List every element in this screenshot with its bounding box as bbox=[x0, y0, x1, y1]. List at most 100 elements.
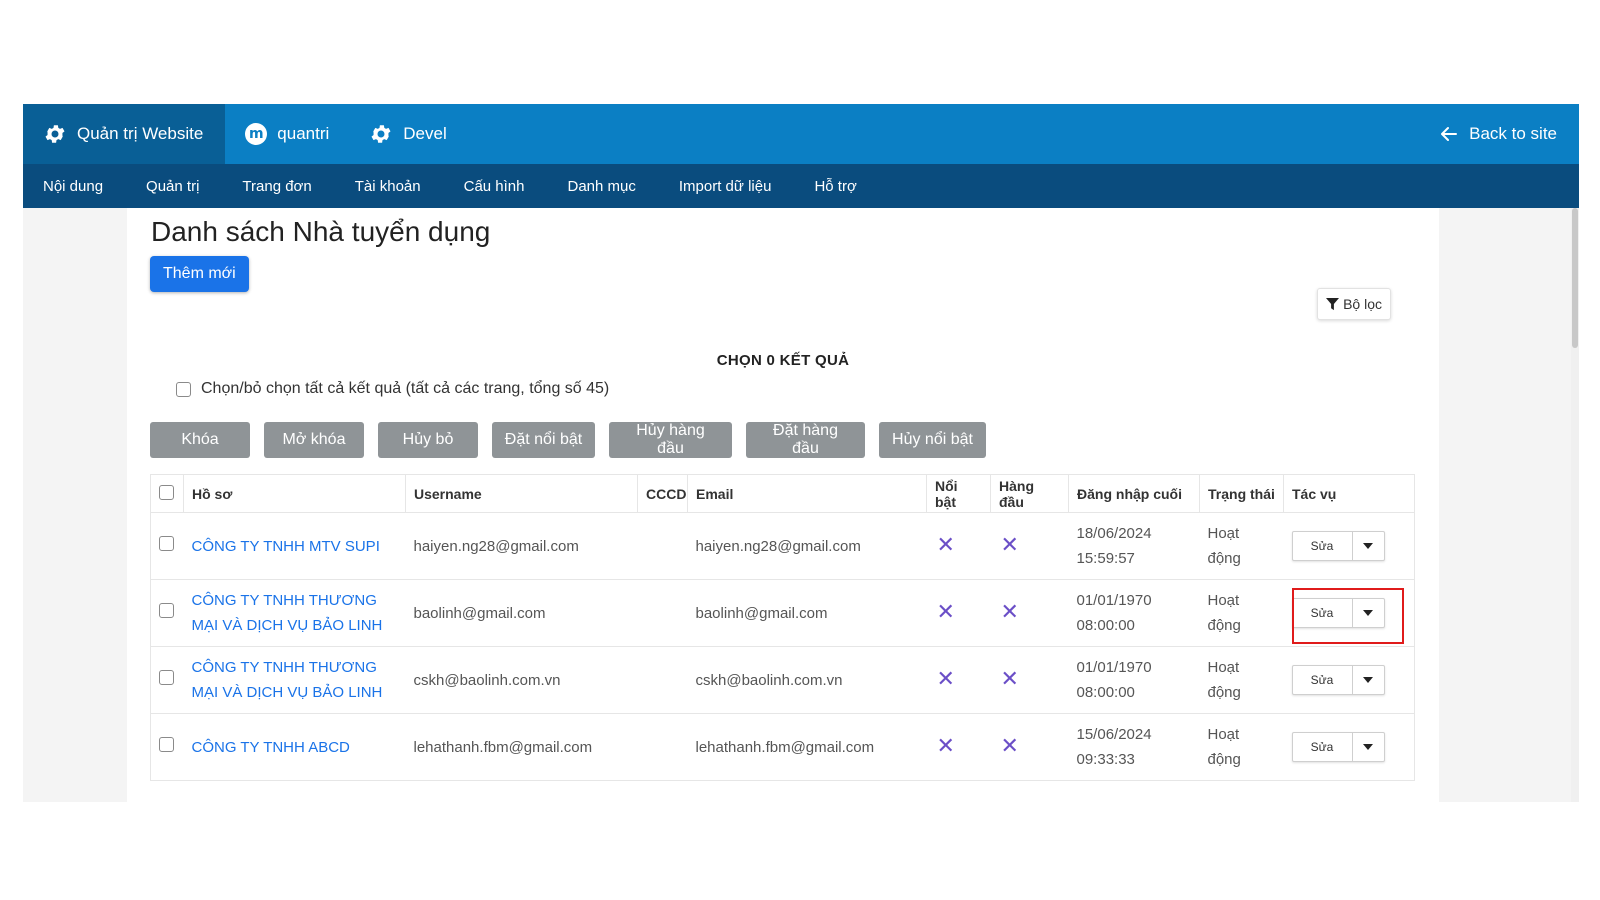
edit-button[interactable]: Sửa bbox=[1293, 733, 1353, 761]
header-checkbox[interactable] bbox=[159, 484, 174, 500]
header-top[interactable]: Hàng đầu bbox=[990, 474, 1069, 513]
gear-icon bbox=[43, 122, 67, 146]
last-login-time: 15:59:57 bbox=[1076, 550, 1135, 567]
nav-import[interactable]: Import dữ liệu bbox=[678, 177, 772, 195]
set-featured-button[interactable]: Đặt nổi bật bbox=[492, 422, 595, 458]
last-login-date: 18/06/2024 bbox=[1076, 525, 1152, 542]
company-cell: CÔNG TY TNHH THƯƠNG MẠI VÀ DỊCH VỤ BẢO L… bbox=[183, 646, 406, 714]
devel-menu[interactable]: Devel bbox=[349, 104, 466, 164]
last-login-date: 01/01/1970 bbox=[1076, 592, 1152, 609]
user-menu[interactable]: m quantri bbox=[225, 104, 349, 164]
row-checkbox-cell bbox=[150, 579, 184, 647]
select-all-checkbox[interactable] bbox=[176, 381, 191, 397]
edit-button[interactable]: Sửa bbox=[1293, 599, 1353, 627]
company-cell: CÔNG TY TNHH THƯƠNG MẠI VÀ DỊCH VỤ BẢO L… bbox=[183, 579, 406, 647]
cccd-cell bbox=[637, 713, 688, 781]
header-username[interactable]: Username bbox=[405, 474, 638, 513]
back-to-site-link[interactable]: Back to site bbox=[1419, 104, 1579, 164]
bulk-actions: Khóa Mở khóa Hủy bỏ Đặt nổi bật Hủy hàng… bbox=[150, 422, 1000, 458]
last-login-cell: 15/06/2024 09:33:33 bbox=[1068, 713, 1200, 781]
x-icon[interactable]: ✕ bbox=[1000, 599, 1019, 625]
nav-categories[interactable]: Danh mục bbox=[567, 177, 636, 195]
edit-split-button: Sửa bbox=[1291, 598, 1385, 628]
row-checkbox-cell bbox=[150, 646, 184, 714]
last-login-time: 08:00:00 bbox=[1076, 684, 1135, 701]
sub-navigation: Nội dung Quản trị Trang đơn Tài khoản Cấ… bbox=[23, 164, 1579, 208]
nav-accounts[interactable]: Tài khoản bbox=[354, 177, 421, 195]
header-profile[interactable]: Hồ sơ bbox=[183, 474, 406, 513]
last-login-time: 08:00:00 bbox=[1076, 617, 1135, 634]
email-cell: baolinh@gmail.com bbox=[687, 579, 927, 647]
page-title: Danh sách Nhà tuyển dụng bbox=[151, 216, 491, 247]
main-content: Danh sách Nhà tuyển dụng Thêm mới Bộ lọc… bbox=[127, 208, 1439, 802]
edit-button[interactable]: Sửa bbox=[1293, 532, 1353, 560]
x-icon[interactable]: ✕ bbox=[1000, 733, 1019, 759]
edit-button[interactable]: Sửa bbox=[1293, 666, 1353, 694]
row-checkbox[interactable] bbox=[159, 535, 174, 551]
featured-cell: ✕ bbox=[926, 512, 991, 580]
row-checkbox[interactable] bbox=[159, 736, 174, 752]
devel-label: Devel bbox=[403, 124, 447, 143]
cccd-cell bbox=[637, 646, 688, 714]
company-link[interactable]: CÔNG TY TNHH THƯƠNG MẠI VÀ DỊCH VỤ BẢO L… bbox=[191, 659, 383, 701]
top-bar: Quản trị Website m quantri Devel Back to… bbox=[23, 104, 1579, 164]
x-icon[interactable]: ✕ bbox=[1000, 666, 1019, 692]
actions-cell: Sửa bbox=[1283, 713, 1415, 781]
nav-config[interactable]: Cấu hình bbox=[463, 177, 525, 195]
company-link[interactable]: CÔNG TY TNHH ABCD bbox=[191, 738, 350, 756]
caret-down-icon[interactable] bbox=[1353, 733, 1384, 761]
header-status[interactable]: Trạng thái bbox=[1199, 474, 1284, 513]
x-icon[interactable]: ✕ bbox=[936, 599, 955, 625]
caret-down-icon[interactable] bbox=[1353, 599, 1384, 627]
select-all-toggle[interactable]: Chọn/bỏ chọn tất cả kết quả (tất cả các … bbox=[176, 380, 609, 398]
email-cell: cskh@baolinh.com.vn bbox=[687, 646, 927, 714]
nav-admin[interactable]: Quản trị bbox=[146, 177, 200, 195]
caret-down-icon[interactable] bbox=[1353, 666, 1384, 694]
status-cell: Hoạt động bbox=[1199, 579, 1284, 647]
lock-button[interactable]: Khóa bbox=[150, 422, 250, 458]
header-last-login[interactable]: Đăng nhập cuối bbox=[1068, 474, 1200, 513]
filter-button[interactable]: Bộ lọc bbox=[1317, 288, 1391, 320]
last-login-cell: 01/01/1970 08:00:00 bbox=[1068, 579, 1200, 647]
cccd-cell bbox=[637, 512, 688, 580]
site-admin-menu[interactable]: Quản trị Website bbox=[23, 104, 226, 164]
nav-pages[interactable]: Trang đơn bbox=[242, 177, 312, 195]
actions-cell: Sửa bbox=[1283, 646, 1415, 714]
row-checkbox-cell bbox=[150, 512, 184, 580]
x-icon[interactable]: ✕ bbox=[936, 733, 955, 759]
table-row: CÔNG TY TNHH THƯƠNG MẠI VÀ DỊCH VỤ BẢO L… bbox=[150, 646, 1415, 714]
last-login-cell: 18/06/2024 15:59:57 bbox=[1068, 512, 1200, 580]
arrow-left-icon bbox=[1439, 124, 1459, 144]
nav-support[interactable]: Hỗ trợ bbox=[814, 177, 857, 195]
actions-cell: Sửa bbox=[1283, 579, 1415, 647]
top-cell: ✕ bbox=[990, 579, 1069, 647]
company-link[interactable]: CÔNG TY TNHH MTV SUPI bbox=[191, 537, 380, 555]
company-link[interactable]: CÔNG TY TNHH THƯƠNG MẠI VÀ DỊCH VỤ BẢO L… bbox=[191, 592, 383, 634]
table-row: CÔNG TY TNHH THƯƠNG MẠI VÀ DỊCH VỤ BẢO L… bbox=[150, 579, 1415, 647]
last-login-date: 15/06/2024 bbox=[1076, 726, 1152, 743]
x-icon[interactable]: ✕ bbox=[936, 666, 955, 692]
caret-down-icon[interactable] bbox=[1353, 532, 1384, 560]
cancel-button[interactable]: Hủy bỏ bbox=[378, 422, 478, 458]
row-checkbox[interactable] bbox=[159, 669, 174, 685]
username-cell: cskh@baolinh.com.vn bbox=[405, 646, 638, 714]
cancel-top-button[interactable]: Hủy hàng đầu bbox=[609, 422, 732, 458]
x-icon[interactable]: ✕ bbox=[936, 532, 955, 558]
add-new-button[interactable]: Thêm mới bbox=[150, 256, 249, 292]
top-cell: ✕ bbox=[990, 713, 1069, 781]
x-icon[interactable]: ✕ bbox=[1000, 532, 1019, 558]
header-actions: Tác vụ bbox=[1283, 474, 1415, 513]
header-cccd[interactable]: CCCD bbox=[637, 474, 688, 513]
edit-split-button: Sửa bbox=[1291, 665, 1385, 695]
scrollbar-thumb[interactable] bbox=[1572, 208, 1578, 348]
set-top-button[interactable]: Đặt hàng đầu bbox=[746, 422, 865, 458]
gear-icon bbox=[369, 122, 393, 146]
page-scrollbar[interactable] bbox=[1571, 208, 1579, 802]
cancel-featured-button[interactable]: Hủy nổi bật bbox=[879, 422, 986, 458]
header-email[interactable]: Email bbox=[687, 474, 927, 513]
actions-cell: Sửa bbox=[1283, 512, 1415, 580]
row-checkbox[interactable] bbox=[159, 602, 174, 618]
nav-content[interactable]: Nội dung bbox=[43, 177, 104, 195]
unlock-button[interactable]: Mở khóa bbox=[264, 422, 364, 458]
header-featured[interactable]: Nổi bật bbox=[926, 474, 991, 513]
